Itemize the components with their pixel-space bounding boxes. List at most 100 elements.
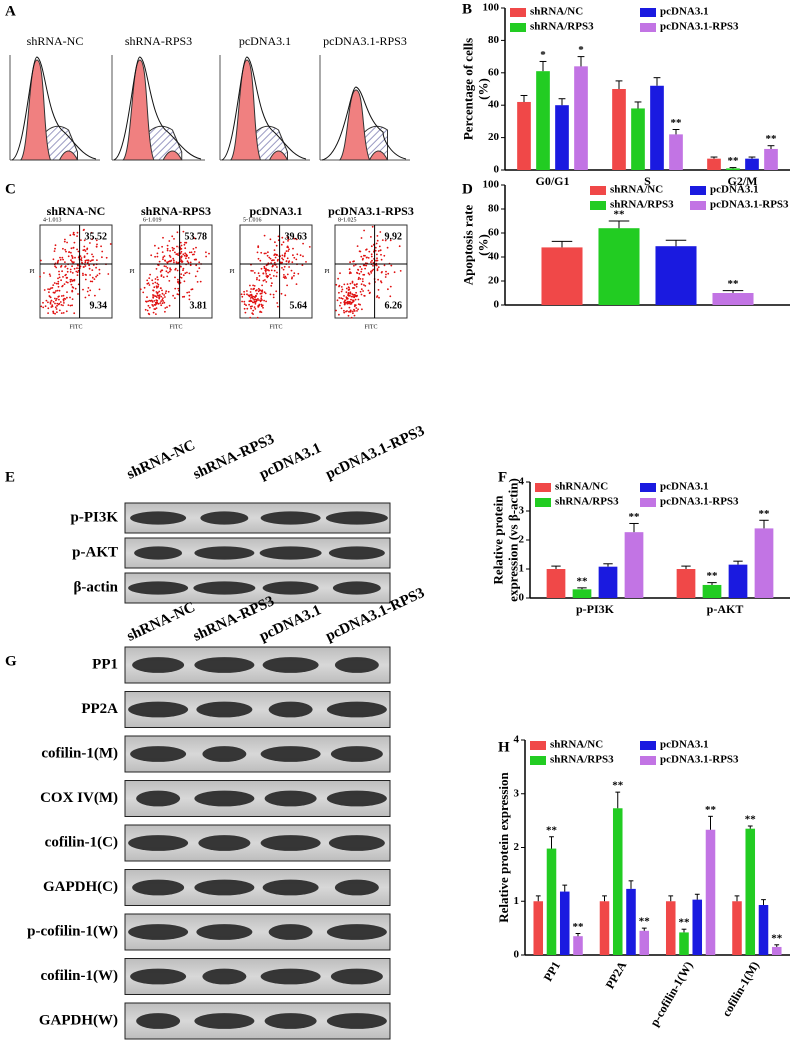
blot-band bbox=[136, 790, 181, 807]
dot bbox=[145, 300, 148, 303]
dot bbox=[244, 311, 247, 314]
dot bbox=[50, 299, 53, 302]
bar bbox=[631, 108, 645, 170]
dot bbox=[156, 301, 159, 304]
dot bbox=[377, 289, 380, 291]
dot bbox=[341, 297, 344, 300]
dot bbox=[349, 282, 352, 285]
blot-band bbox=[202, 968, 247, 985]
dot bbox=[152, 311, 155, 314]
dot bbox=[77, 293, 79, 295]
dot bbox=[361, 278, 364, 280]
dot bbox=[246, 307, 249, 310]
dot bbox=[40, 259, 42, 262]
dot bbox=[362, 257, 364, 260]
dot bbox=[258, 304, 261, 307]
dot bbox=[53, 250, 56, 253]
blot-row-label: cofilin-1(W) bbox=[41, 968, 118, 984]
dot bbox=[262, 279, 265, 282]
y-tick-label: 40 bbox=[488, 251, 500, 263]
dot bbox=[360, 255, 363, 258]
dot bbox=[76, 248, 78, 251]
bar bbox=[650, 85, 664, 170]
dot bbox=[264, 271, 267, 273]
dot bbox=[58, 298, 60, 301]
dot bbox=[188, 298, 191, 301]
bar bbox=[546, 569, 566, 598]
dot bbox=[60, 312, 63, 314]
dot bbox=[152, 294, 155, 297]
dot bbox=[257, 287, 260, 290]
dot bbox=[62, 312, 65, 314]
dot bbox=[269, 257, 272, 260]
blot-band bbox=[262, 581, 319, 595]
bar bbox=[745, 828, 756, 955]
blot-band bbox=[262, 657, 319, 673]
dot bbox=[71, 272, 74, 274]
dot bbox=[80, 258, 82, 261]
blot-band bbox=[326, 924, 387, 940]
dot bbox=[72, 233, 75, 236]
blot-band bbox=[200, 511, 249, 525]
x-tick-label: G0/G1 bbox=[535, 174, 569, 188]
dot bbox=[95, 245, 98, 248]
dot bbox=[389, 295, 392, 298]
dot bbox=[264, 268, 267, 271]
blot-band bbox=[130, 746, 187, 762]
dot bbox=[352, 295, 354, 298]
dot bbox=[365, 264, 368, 267]
dot bbox=[166, 275, 169, 278]
dot bbox=[263, 265, 266, 268]
dot bbox=[263, 299, 265, 302]
dot bbox=[291, 276, 293, 279]
dot bbox=[257, 257, 260, 260]
dot bbox=[258, 279, 261, 282]
dot bbox=[161, 302, 164, 305]
dot bbox=[196, 281, 199, 283]
dot bbox=[339, 304, 341, 307]
dot bbox=[243, 293, 246, 296]
dot bbox=[71, 298, 74, 300]
dot bbox=[84, 261, 87, 264]
dot bbox=[159, 270, 162, 273]
dot bbox=[154, 278, 157, 280]
dot bbox=[358, 272, 361, 275]
dot bbox=[153, 286, 156, 289]
dot bbox=[150, 299, 153, 302]
dot bbox=[205, 255, 208, 258]
significance: ** bbox=[759, 508, 771, 520]
dot bbox=[65, 250, 67, 253]
dot bbox=[256, 251, 259, 254]
dot bbox=[356, 310, 358, 312]
dot bbox=[252, 301, 255, 304]
quadrant-value: 9.92 bbox=[385, 231, 403, 242]
axis-label: PI bbox=[129, 269, 134, 275]
dot bbox=[180, 244, 183, 247]
dot bbox=[287, 261, 290, 264]
dot bbox=[91, 253, 93, 256]
dot bbox=[146, 309, 149, 312]
dot bbox=[189, 264, 192, 267]
dot bbox=[358, 276, 360, 279]
dot bbox=[160, 269, 163, 272]
dot bbox=[208, 252, 210, 255]
blot-band bbox=[194, 546, 255, 560]
dot bbox=[284, 252, 286, 255]
dot bbox=[151, 279, 154, 282]
dot bbox=[66, 276, 69, 279]
dot bbox=[376, 257, 378, 260]
bar bbox=[754, 528, 774, 598]
dot bbox=[372, 264, 374, 267]
dot bbox=[353, 308, 355, 311]
dot bbox=[280, 243, 283, 246]
dot bbox=[54, 306, 57, 309]
significance: ** bbox=[639, 916, 651, 928]
blot-band bbox=[132, 879, 185, 896]
dot bbox=[186, 291, 189, 294]
blot-band bbox=[196, 924, 253, 940]
dot bbox=[77, 269, 80, 272]
dot bbox=[390, 264, 393, 267]
dot bbox=[272, 293, 275, 296]
dot bbox=[176, 253, 179, 255]
dot bbox=[71, 304, 73, 307]
